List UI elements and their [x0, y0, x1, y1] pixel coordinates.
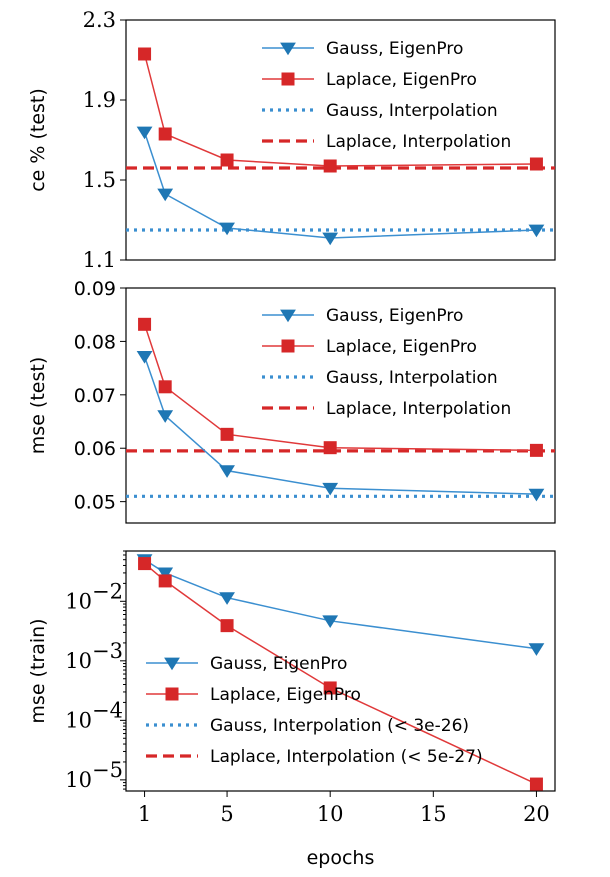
- gauss-eigenpro-point: [157, 188, 174, 202]
- laplace-eigenpro-point: [138, 557, 152, 571]
- laplace-eigenpro-point: [323, 681, 337, 695]
- legend-entry-label: Gauss, EigenPro: [326, 39, 463, 59]
- laplace-eigenpro-point: [323, 441, 337, 455]
- y-tick-label: 10: [65, 589, 92, 613]
- laplace-eigenpro-point: [158, 574, 172, 588]
- gauss-eigenpro-point: [219, 465, 235, 478]
- y-tick-exponent: −3: [92, 639, 123, 663]
- legend-entry-label: Laplace, EigenPro: [210, 685, 361, 705]
- x-tick-label: 5: [220, 802, 233, 826]
- y-tick-label: 0.06: [74, 438, 116, 460]
- laplace-eigenpro-point: [529, 443, 543, 457]
- legend-square-marker: [281, 72, 295, 86]
- legend-square-marker: [165, 687, 179, 701]
- y-tick-label: 1.9: [83, 88, 116, 112]
- y-tick-label: 2.3: [83, 8, 116, 32]
- legend-entry-label: Gauss, Interpolation (< 3e-26): [210, 716, 469, 736]
- gauss-eigenpro-point: [157, 567, 174, 581]
- laplace-eigenpro-point: [158, 127, 172, 141]
- gauss-eigenpro-point: [136, 126, 153, 140]
- x-axis-label: epochs: [307, 847, 375, 869]
- panel-2: 0.05 0.06 0.07 0.08 0.09 mse (test) Gauss, Eig…: [27, 278, 556, 524]
- plot-frame: [125, 287, 556, 524]
- legend-entry-label: Laplace, EigenPro: [326, 337, 477, 357]
- y-tick-label: 0.09: [74, 278, 116, 300]
- x-tick-label: 1: [138, 802, 151, 826]
- legend-entry-label: Gauss, Interpolation: [326, 101, 498, 121]
- panel-1: 1.1 1.5 1.9 2.3 ce % (test) Gauss, EigenPro La…: [27, 8, 556, 272]
- gauss-eigenpro-point: [528, 224, 545, 238]
- y-tick-label: 0.07: [74, 385, 116, 407]
- plot-area: [136, 554, 545, 791]
- laplace-eigenpro-point: [220, 153, 234, 167]
- gauss-eigenpro-point: [219, 222, 235, 236]
- x-tick-label: 15: [420, 802, 447, 826]
- legend: Gauss, EigenPro Laplace, EigenPro Gauss, I…: [146, 654, 483, 767]
- legend-square-marker: [281, 339, 295, 353]
- y-tick-label: 0.05: [74, 492, 116, 514]
- gauss-eigenpro-point: [528, 488, 545, 502]
- laplace-eigenpro-point: [138, 317, 152, 331]
- legend-triangle-marker: [280, 309, 296, 323]
- laplace-eigenpro-point: [220, 619, 234, 633]
- y-tick-exponent: −2: [92, 579, 123, 603]
- y-tick-label: 1.1: [83, 248, 116, 272]
- plot-frame: [125, 550, 556, 792]
- y-tick-label: 10: [65, 649, 92, 673]
- y-axis-label: ce % (test): [27, 88, 49, 192]
- laplace-eigenpro-point: [323, 159, 337, 173]
- legend-entry-label: Laplace, EigenPro: [326, 70, 477, 90]
- legend: Gauss, EigenPro Laplace, EigenPro Gauss, I…: [262, 306, 511, 419]
- gauss-eigenpro-point: [136, 350, 153, 364]
- plot-area: [126, 47, 555, 246]
- y-tick-label: 1.5: [83, 168, 116, 192]
- gauss-eigenpro-line: [144, 559, 537, 650]
- gauss-eigenpro-point: [219, 592, 235, 605]
- laplace-eigenpro-point: [158, 380, 172, 394]
- legend-entry-label: Gauss, EigenPro: [326, 306, 463, 326]
- gauss-eigenpro-point: [157, 410, 174, 423]
- y-axis-label: mse (train): [27, 618, 49, 723]
- legend: Gauss, EigenPro Laplace, EigenPro Gauss, I…: [262, 39, 511, 152]
- legend-entry-label: Laplace, Interpolation: [326, 132, 511, 152]
- laplace-eigenpro-point: [138, 47, 152, 61]
- legend-triangle-marker: [164, 657, 180, 671]
- plot-frame: [125, 19, 556, 261]
- y-tick-label: 10: [65, 708, 92, 732]
- legend-entry-label: Gauss, EigenPro: [210, 654, 347, 674]
- x-tick-label: 20: [523, 802, 550, 826]
- gauss-eigenpro-point: [322, 232, 339, 246]
- y-tick-exponent: −5: [92, 758, 123, 782]
- legend-entry-label: Laplace, Interpolation (< 5e-27): [210, 747, 483, 767]
- y-tick-label: 10: [65, 768, 92, 792]
- y-axis-label: mse (test): [27, 357, 49, 454]
- y-tick-exponent: −4: [92, 698, 123, 722]
- y-tick-label: 0.08: [74, 331, 116, 353]
- gauss-eigenpro-point: [322, 615, 339, 629]
- laplace-eigenpro-point: [529, 157, 543, 171]
- legend-entry-label: Gauss, Interpolation: [326, 368, 498, 388]
- plot-area: [126, 317, 555, 502]
- x-tick-label: 10: [317, 802, 344, 826]
- laplace-eigenpro-point: [529, 777, 543, 791]
- gauss-eigenpro-point: [528, 643, 545, 656]
- laplace-eigenpro-point: [220, 427, 234, 441]
- legend-triangle-marker: [280, 42, 296, 56]
- gauss-eigenpro-point: [322, 482, 339, 496]
- legend-entry-label: Laplace, Interpolation: [326, 399, 511, 419]
